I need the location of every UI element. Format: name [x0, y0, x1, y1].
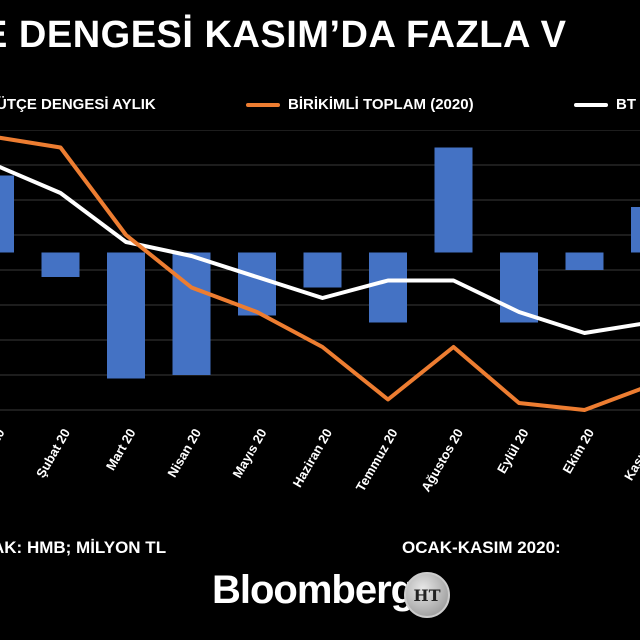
- legend-label-cumulative: BİRİKİMLİ TOPLAM (2020): [288, 96, 474, 113]
- line-cumulative: [0, 135, 640, 412]
- source-note: AK: HMB; MİLYON TL: [0, 538, 167, 557]
- bar-series: [0, 147, 640, 379]
- bar-2: [41, 252, 80, 277]
- bar-10: [565, 252, 604, 270]
- line-series: [0, 135, 640, 412]
- x-tick-label: Mayıs 20: [230, 426, 270, 480]
- x-tick-label: Şubat 20: [33, 426, 73, 480]
- x-tick-label: Ekim 20: [560, 426, 598, 476]
- x-tick-label: Eylül 20: [494, 426, 532, 476]
- legend-item-other: BT: [574, 96, 636, 113]
- bar-6: [303, 252, 342, 288]
- ht-logo-icon: HT: [404, 572, 450, 618]
- x-tick-label: k 20: [0, 426, 8, 455]
- line-bt: [0, 164, 640, 335]
- period-note: OCAK-KASIM 2020:: [402, 538, 561, 557]
- chart-title: E DENGESİ KASIM’DA FAZLA V: [0, 14, 567, 56]
- x-tick-label: Haziran 20: [290, 426, 336, 490]
- x-tick-label: Temmuz 20: [353, 426, 401, 494]
- bar-3: [107, 252, 145, 379]
- legend-item-cumulative: BİRİKİMLİ TOPLAM (2020): [246, 96, 474, 113]
- brand-logo: Bloomberg: [212, 568, 415, 612]
- legend-swatch-other: [574, 102, 608, 107]
- x-tick-label: Ağustos 20: [418, 426, 466, 494]
- legend-item-monthly: ÜTÇE DENGESİ AYLIK: [0, 96, 156, 113]
- x-tick-label: Mart 20: [103, 426, 139, 473]
- bar-11: [631, 207, 640, 253]
- bar-8: [434, 147, 473, 253]
- bar-4: [172, 252, 211, 375]
- legend: ÜTÇE DENGESİ AYLIK BİRİKİMLİ TOPLAM (202…: [0, 96, 640, 118]
- x-axis-ticks: k 20 Şubat 20 Mart 20 Nisan 20 Mayıs 20 Hazir…: [0, 426, 640, 494]
- bar-5: [238, 252, 276, 316]
- legend-swatch-cumulative: [246, 102, 280, 107]
- bar-1: [0, 175, 14, 253]
- x-tick-label: Nisan 20: [164, 426, 204, 480]
- bar-7: [369, 252, 407, 323]
- legend-label-monthly: ÜTÇE DENGESİ AYLIK: [0, 96, 156, 113]
- x-tick-label: Kasım 20: [621, 426, 640, 483]
- legend-label-other: BT: [616, 96, 636, 113]
- ht-logo-letters: HT: [413, 585, 441, 605]
